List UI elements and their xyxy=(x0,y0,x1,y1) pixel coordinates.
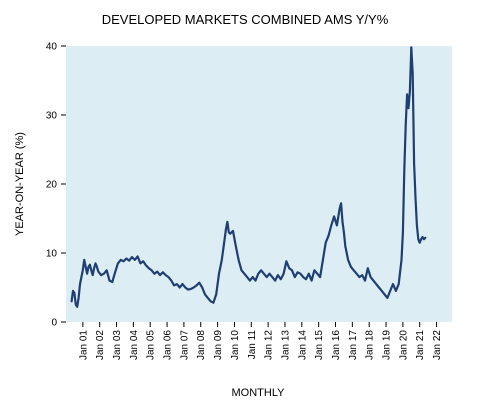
plot-area xyxy=(66,46,452,322)
y-tick-label: 10 xyxy=(46,249,58,260)
x-tick-label: Jan 09 xyxy=(213,330,224,360)
x-tick-label: Jan 14 xyxy=(297,330,308,360)
x-tick-label: Jan 02 xyxy=(95,330,106,360)
y-tick-label: 0 xyxy=(51,318,57,329)
x-tick-label: Jan 20 xyxy=(398,330,409,360)
y-tick-label: 30 xyxy=(46,111,58,122)
y-tick-label: 40 xyxy=(46,42,58,53)
x-tick-label: Jan 06 xyxy=(163,330,174,360)
x-tick-label: Jan 05 xyxy=(146,330,157,360)
y-tick-label: 20 xyxy=(46,180,58,191)
x-tick-label: Jan 01 xyxy=(78,330,89,360)
y-axis: 0 10 20 30 40 xyxy=(46,42,66,329)
x-tick-label: Jan 22 xyxy=(432,330,443,360)
x-tick-label: Jan 17 xyxy=(348,330,359,360)
x-tick-label: Jan 15 xyxy=(314,330,325,360)
x-tick-label: Jan 10 xyxy=(230,330,241,360)
x-axis-label: MONTHLY xyxy=(232,387,286,399)
x-tick-label: Jan 03 xyxy=(112,330,123,360)
x-tick-label: Jan 07 xyxy=(179,330,190,360)
series-line xyxy=(70,46,427,308)
x-tick-label: Jan 21 xyxy=(415,330,426,360)
x-tick-label: Jan 08 xyxy=(196,330,207,360)
x-axis: Jan 01 Jan 02 Jan 03 Jan 04 Jan 05 Jan 06 Jan … xyxy=(78,322,443,360)
y-axis-label: YEAR-ON-YEAR (%) xyxy=(14,132,26,236)
x-tick-label: Jan 11 xyxy=(247,330,258,360)
x-tick-label: Jan 19 xyxy=(382,330,393,360)
x-tick-label: Jan 13 xyxy=(280,330,291,360)
x-tick-label: Jan 18 xyxy=(365,330,376,360)
chart-title: DEVELOPED MARKETS COMBINED AMS Y/Y% xyxy=(102,12,389,27)
x-tick-label: Jan 04 xyxy=(129,330,140,360)
x-tick-label: Jan 16 xyxy=(331,330,342,360)
x-tick-label: Jan 12 xyxy=(264,330,275,360)
